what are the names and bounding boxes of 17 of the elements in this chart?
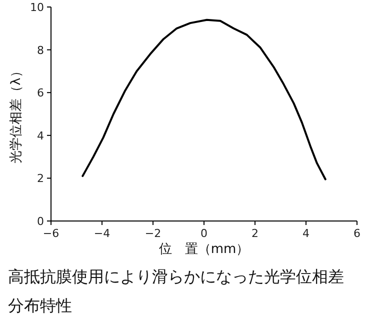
y-tick-label: 8: [37, 44, 44, 57]
x-tick-label: −6: [42, 227, 60, 240]
line-series: [82, 18, 326, 180]
y-tick-label: 10: [30, 1, 44, 14]
text: 高抵抗膜使用により滑らかになった光学位相差分布特性: [8, 266, 345, 317]
x-tick-label: 2: [252, 227, 258, 240]
y-axis-title: 光学位相差（λ）: [9, 64, 24, 164]
x-tick-label: 0: [200, 227, 208, 240]
x-tick-label: 4: [302, 227, 310, 240]
y-tick-label: 2: [37, 172, 44, 186]
x-tick-label: −4: [94, 227, 110, 240]
x-tick-label: 6: [354, 227, 360, 240]
y-tick-label: 4: [37, 129, 44, 142]
y-tick-label: 6: [37, 86, 44, 100]
x-axis-title: 位 置（mm）: [158, 242, 250, 257]
x-tick-label: −2: [144, 227, 162, 240]
y-tick-label: 0: [37, 215, 44, 228]
